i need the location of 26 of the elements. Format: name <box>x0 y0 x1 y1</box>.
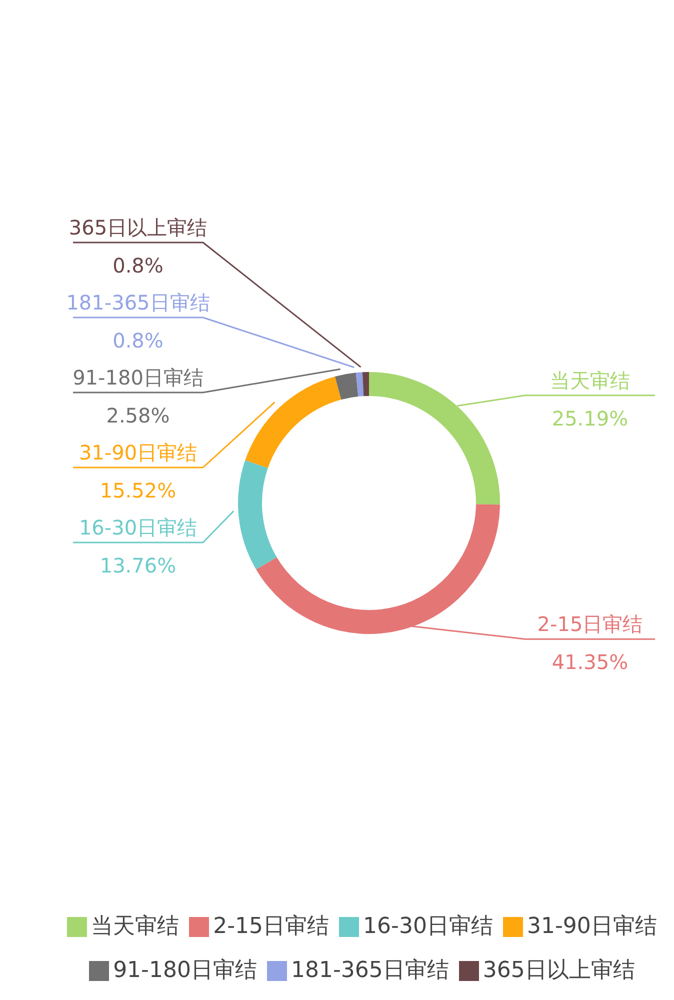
slice-label: 2-15日审结 <box>537 612 643 636</box>
legend-label: 91-180日审结 <box>113 958 257 983</box>
data-label: 0.8% <box>112 254 164 278</box>
data-label: 15.52% <box>100 478 176 503</box>
donut-slice <box>334 372 358 400</box>
legend-label: 当天审结 <box>91 914 180 939</box>
slice-label: 16-30日审结 <box>78 516 198 540</box>
slice-label: 91-180日审结 <box>72 366 204 390</box>
data-label: 2.58% <box>106 404 170 428</box>
slice-label: 181-365日审结 <box>66 290 210 315</box>
donut-slice <box>245 376 342 468</box>
slice-label: 31-90日审结 <box>78 440 198 465</box>
donut-slice <box>362 372 369 396</box>
legend-label: 31-90日审结 <box>526 914 657 939</box>
data-label: 0.8% <box>112 328 164 353</box>
slice-label: 365日以上审结 <box>68 216 208 240</box>
legend-label: 2-15日审结 <box>213 914 330 939</box>
donut-slice <box>356 372 364 397</box>
legend-label: 365日以上审结 <box>482 958 635 983</box>
slice-label: 当天审结 <box>550 368 630 392</box>
data-label: 13.76% <box>100 554 176 578</box>
legend-label: 181-365日审结 <box>291 958 449 983</box>
data-label: 25.19% <box>552 406 628 430</box>
donut-slice <box>238 460 277 570</box>
legend-label: 16-30日审结 <box>363 914 493 939</box>
data-label: 41.35% <box>552 650 628 674</box>
